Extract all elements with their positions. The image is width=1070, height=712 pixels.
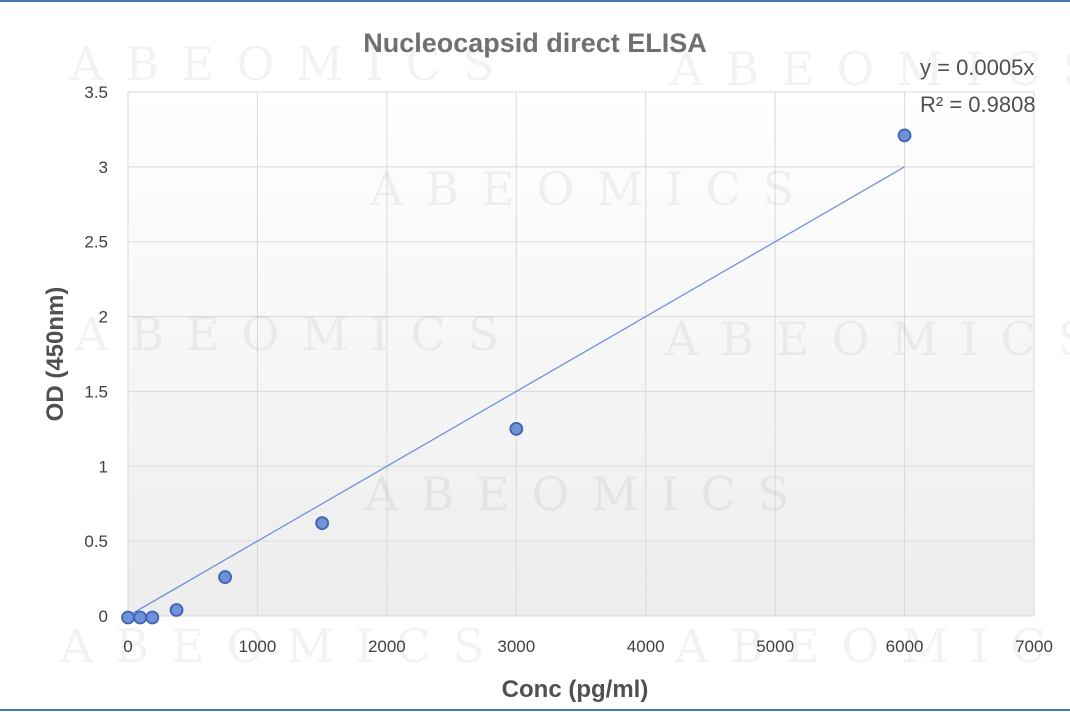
y-axis-title: OD (450nm): [42, 287, 69, 422]
y-tick-label: 2.5: [84, 233, 108, 252]
data-point: [145, 610, 160, 625]
x-tick-label: 5000: [756, 637, 794, 656]
x-tick-label: 6000: [886, 637, 924, 656]
y-tick-label: 1: [99, 457, 108, 476]
y-tick-label: 1.5: [84, 382, 108, 401]
y-tick-label: 2: [99, 308, 108, 327]
x-tick-label: 3000: [497, 637, 535, 656]
data-point: [509, 421, 524, 436]
x-axis-title: Conc (pg/ml): [502, 676, 649, 703]
x-tick-label: 1000: [239, 637, 277, 656]
watermark-text: ABEOMICS: [664, 312, 1070, 366]
x-tick-label: 2000: [368, 637, 406, 656]
y-tick-label: 3.5: [84, 83, 108, 102]
watermarks: ABEOMICS ABEOMICS ABEOMICS ABEOMICS ABEOMICS…: [59, 37, 1070, 673]
gridlines: [127, 91, 1035, 617]
watermark-text: ABEOMICS: [369, 162, 816, 216]
x-tick-label: 7000: [1015, 637, 1053, 656]
y-tick-labels: 0 0.5 1 1.5 2 2.5 3 3.5: [84, 83, 108, 626]
watermark-text: ABEOMICS: [669, 42, 1070, 96]
data-points: [121, 128, 912, 625]
data-point: [218, 570, 232, 584]
data-point: [897, 128, 912, 143]
data-point: [169, 603, 184, 617]
x-tick-label: 4000: [627, 637, 665, 656]
chart-title: Nucleocapsid direct ELISA: [363, 28, 707, 58]
data-point: [133, 610, 148, 625]
trendline-r-squared: R² = 0.9808: [920, 92, 1036, 117]
watermark-text: ABEOMICS: [59, 619, 506, 673]
y-tick-label: 3: [99, 158, 108, 177]
x-tick-label: 0: [123, 637, 132, 656]
data-point: [315, 516, 330, 531]
trendline-equation: y = 0.0005x: [920, 55, 1034, 80]
x-tick-labels: 0 1000 2000 3000 4000 5000 6000 7000: [123, 637, 1053, 656]
watermark-text: ABEOMICS: [69, 37, 516, 91]
y-tick-label: 0.5: [84, 532, 108, 551]
watermark-text: ABEOMICS: [674, 619, 1070, 673]
y-tick-label: 0: [99, 607, 108, 626]
trendline: [127, 166, 905, 617]
data-point: [121, 610, 135, 625]
watermark-text: ABEOMICS: [74, 307, 521, 361]
watermark-text: ABEOMICS: [364, 467, 811, 521]
